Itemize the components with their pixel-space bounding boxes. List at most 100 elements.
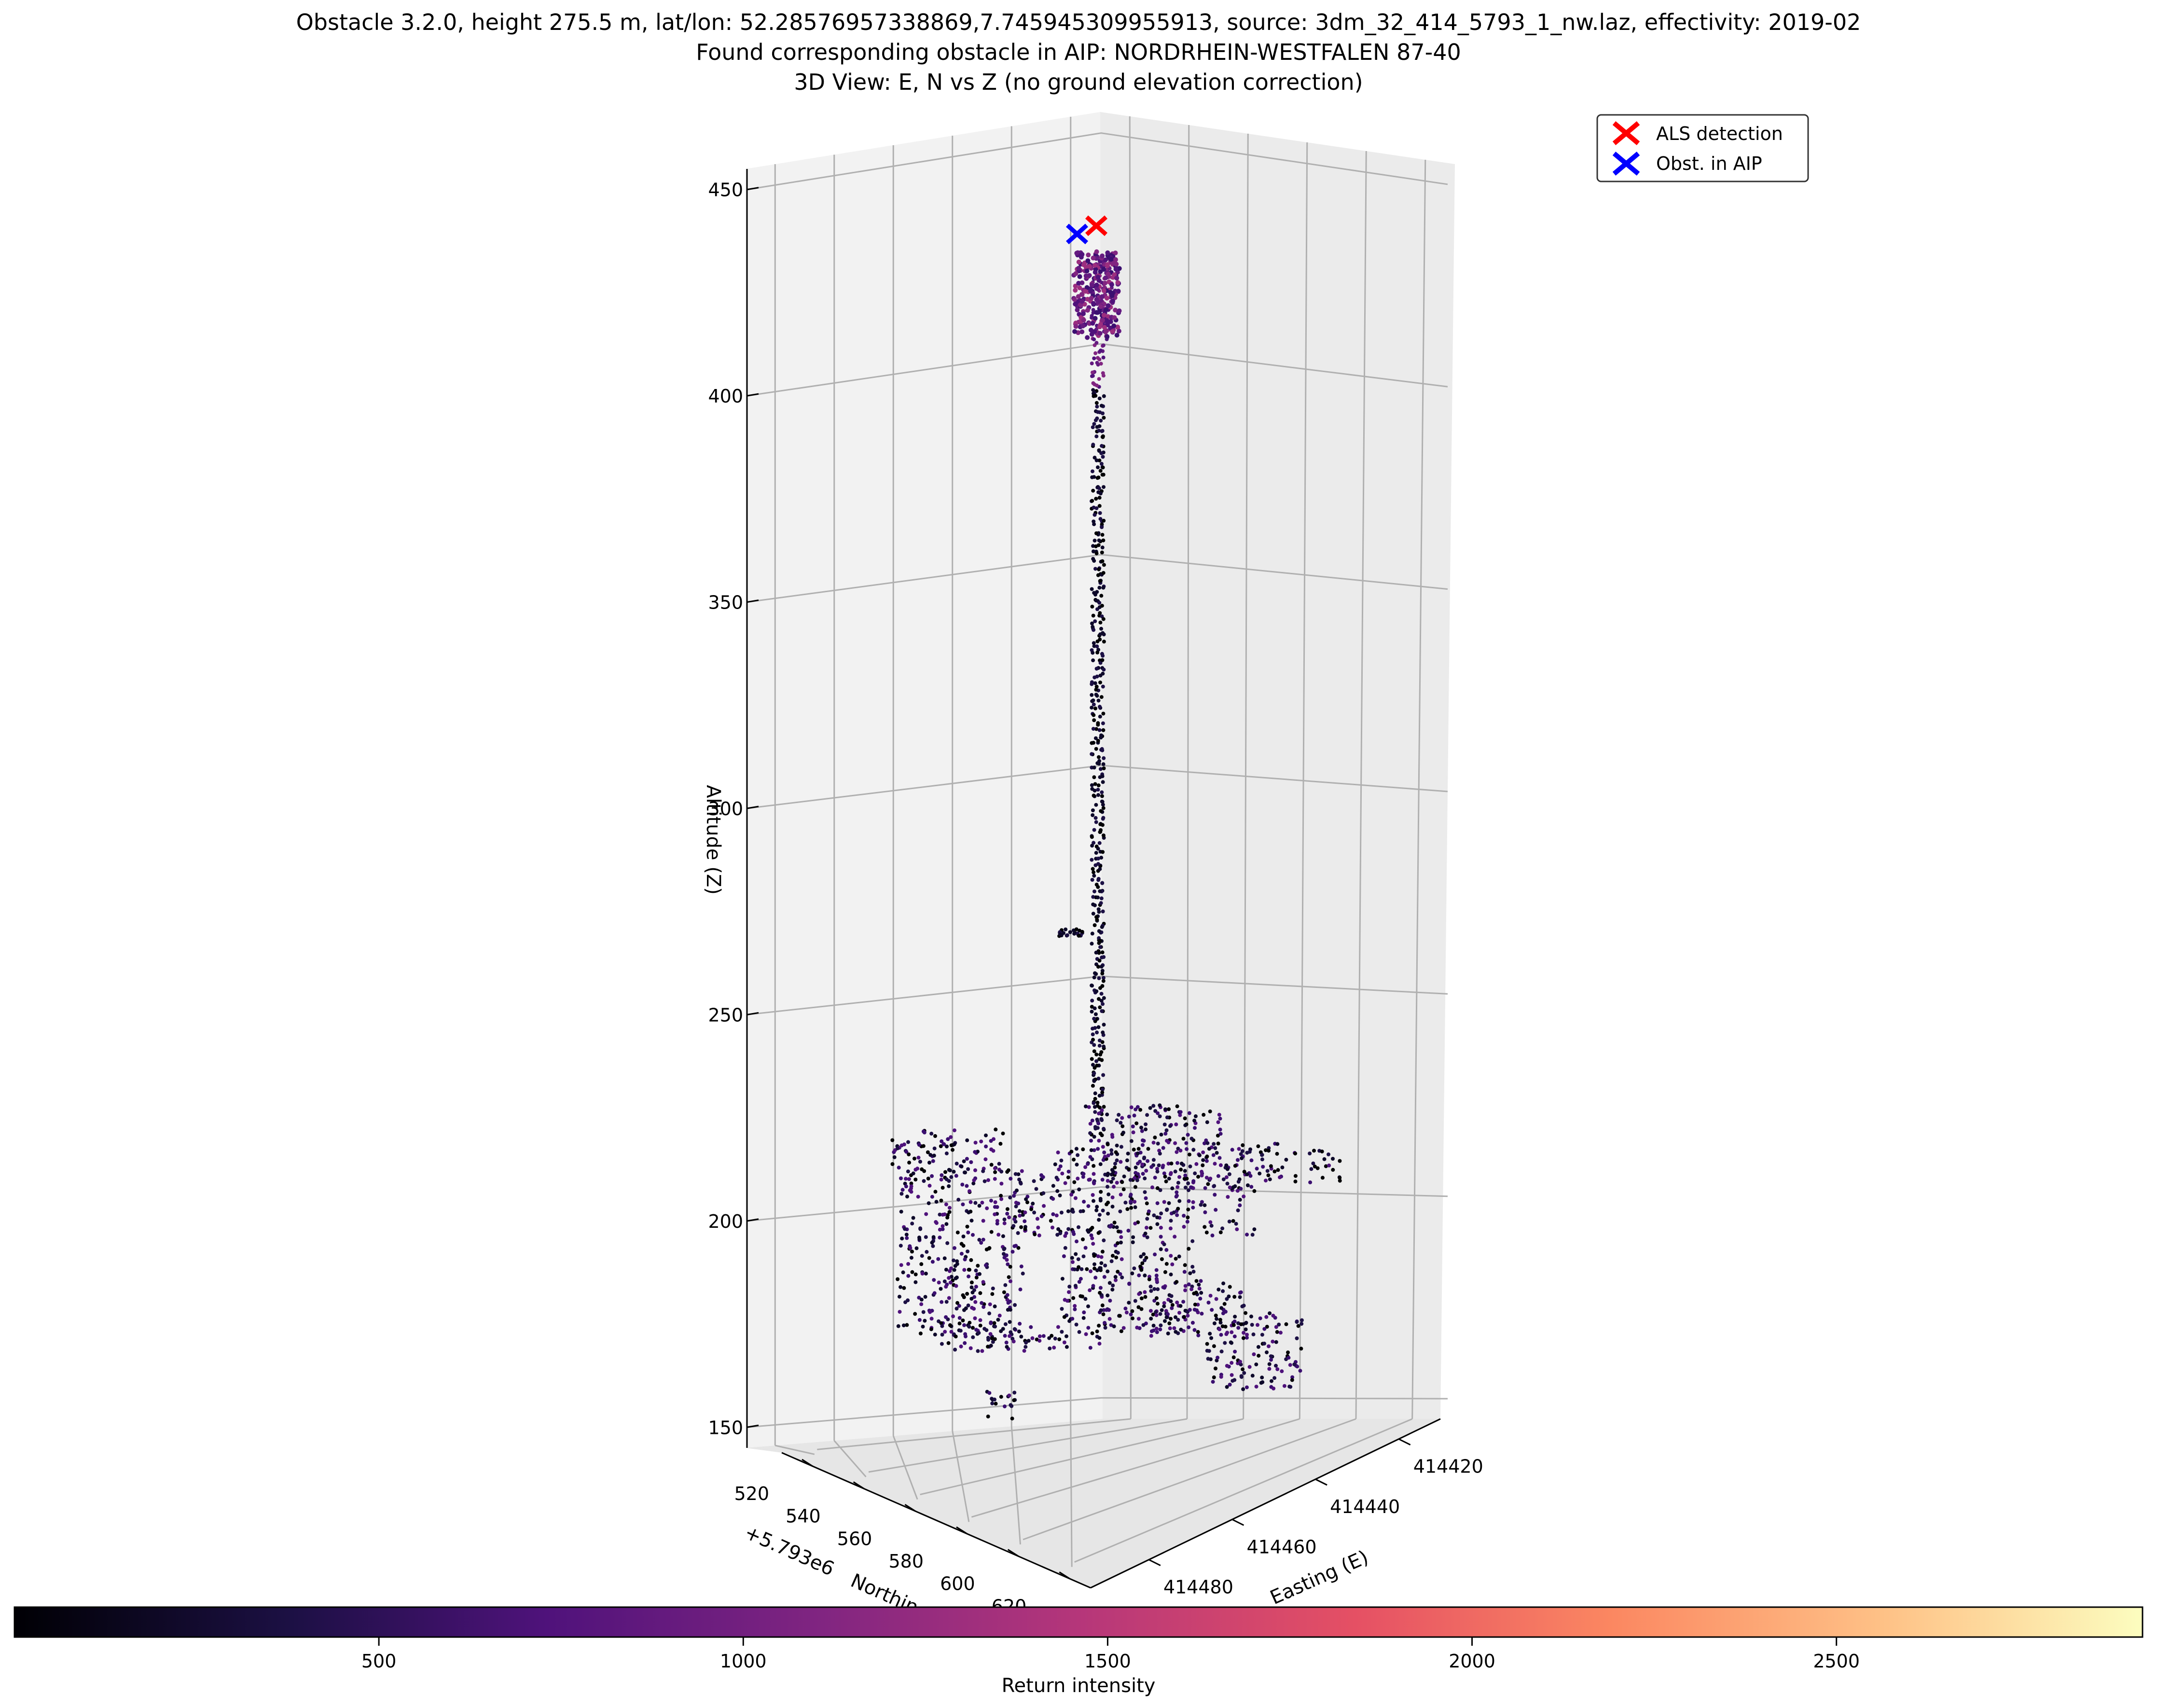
point [1094, 401, 1099, 405]
point [1095, 895, 1100, 900]
point [1234, 1222, 1238, 1226]
point [1130, 1309, 1134, 1313]
point [939, 1178, 943, 1182]
point [1056, 1325, 1060, 1329]
point [1298, 1369, 1302, 1373]
point [1327, 1152, 1330, 1156]
point [901, 1323, 906, 1328]
point [1241, 1387, 1245, 1391]
point [993, 1337, 997, 1341]
point [1269, 1164, 1273, 1168]
point [1230, 1361, 1234, 1365]
point [977, 1237, 982, 1242]
point [1241, 1143, 1245, 1147]
point [1091, 895, 1095, 899]
point [968, 1200, 973, 1204]
point [1101, 1312, 1106, 1317]
point [1236, 1208, 1240, 1212]
point [1099, 626, 1103, 631]
point [1148, 1284, 1153, 1289]
point [1174, 1315, 1177, 1319]
point [978, 1323, 982, 1328]
point [1103, 1264, 1107, 1268]
point [1096, 862, 1100, 866]
point [931, 1235, 936, 1239]
point [989, 1230, 994, 1234]
point [1036, 1225, 1040, 1230]
point [1008, 1195, 1012, 1200]
point [1250, 1323, 1254, 1327]
point [1258, 1171, 1262, 1176]
point [1147, 1277, 1151, 1281]
point [1092, 505, 1096, 510]
point [902, 1286, 906, 1290]
point [995, 1222, 999, 1226]
point [1183, 1263, 1187, 1267]
point [977, 1331, 981, 1335]
point [1203, 1141, 1206, 1145]
point [973, 1168, 977, 1172]
point [1095, 425, 1099, 429]
point [899, 1192, 904, 1196]
point [1092, 263, 1097, 268]
legend-entry-als: ALS detection [1612, 121, 1783, 145]
point [1109, 1223, 1114, 1227]
point [1112, 272, 1117, 278]
point [1231, 1185, 1235, 1189]
point [1102, 996, 1106, 1000]
point [1164, 1248, 1169, 1252]
point [1097, 429, 1101, 433]
point [1095, 404, 1099, 409]
point [1183, 1288, 1188, 1292]
point [1099, 733, 1103, 737]
point [1177, 1175, 1181, 1179]
point [1230, 1330, 1234, 1334]
point [1077, 1225, 1080, 1229]
point [1139, 1268, 1144, 1272]
point [1090, 587, 1094, 591]
point [1230, 1148, 1234, 1152]
point [947, 1210, 952, 1214]
point [1204, 1176, 1209, 1180]
point [1075, 1163, 1079, 1167]
point [1293, 1174, 1298, 1178]
point [1221, 1289, 1225, 1293]
point [1182, 1315, 1186, 1319]
point [1312, 1149, 1316, 1153]
point [1085, 335, 1090, 340]
point [1113, 257, 1118, 262]
point [1163, 1175, 1167, 1179]
point [1175, 1280, 1179, 1284]
point [1133, 1176, 1137, 1180]
point [1106, 303, 1111, 308]
point [971, 1181, 976, 1186]
floor-pane [746, 1419, 1440, 1588]
point [1101, 571, 1106, 575]
point [969, 1219, 974, 1223]
point [962, 1268, 967, 1272]
point [1097, 1038, 1102, 1042]
point [1099, 1308, 1103, 1312]
point [1145, 1235, 1149, 1239]
point [942, 1142, 946, 1146]
point [1095, 1205, 1099, 1209]
point [954, 1174, 958, 1178]
point [963, 1170, 968, 1175]
point [1001, 1327, 1005, 1331]
point [1260, 1157, 1264, 1162]
point [1148, 1106, 1152, 1110]
point [1193, 1171, 1197, 1176]
point [1118, 1272, 1122, 1276]
point [907, 1177, 911, 1181]
point [1212, 1142, 1216, 1146]
point [1096, 490, 1101, 494]
point [1034, 1187, 1038, 1191]
point [1159, 1132, 1163, 1137]
point [1094, 747, 1098, 751]
point [1099, 695, 1104, 699]
point [1200, 1173, 1204, 1178]
point [1143, 1258, 1147, 1263]
point [1091, 867, 1095, 871]
point [1102, 280, 1107, 286]
point [1168, 1124, 1172, 1128]
